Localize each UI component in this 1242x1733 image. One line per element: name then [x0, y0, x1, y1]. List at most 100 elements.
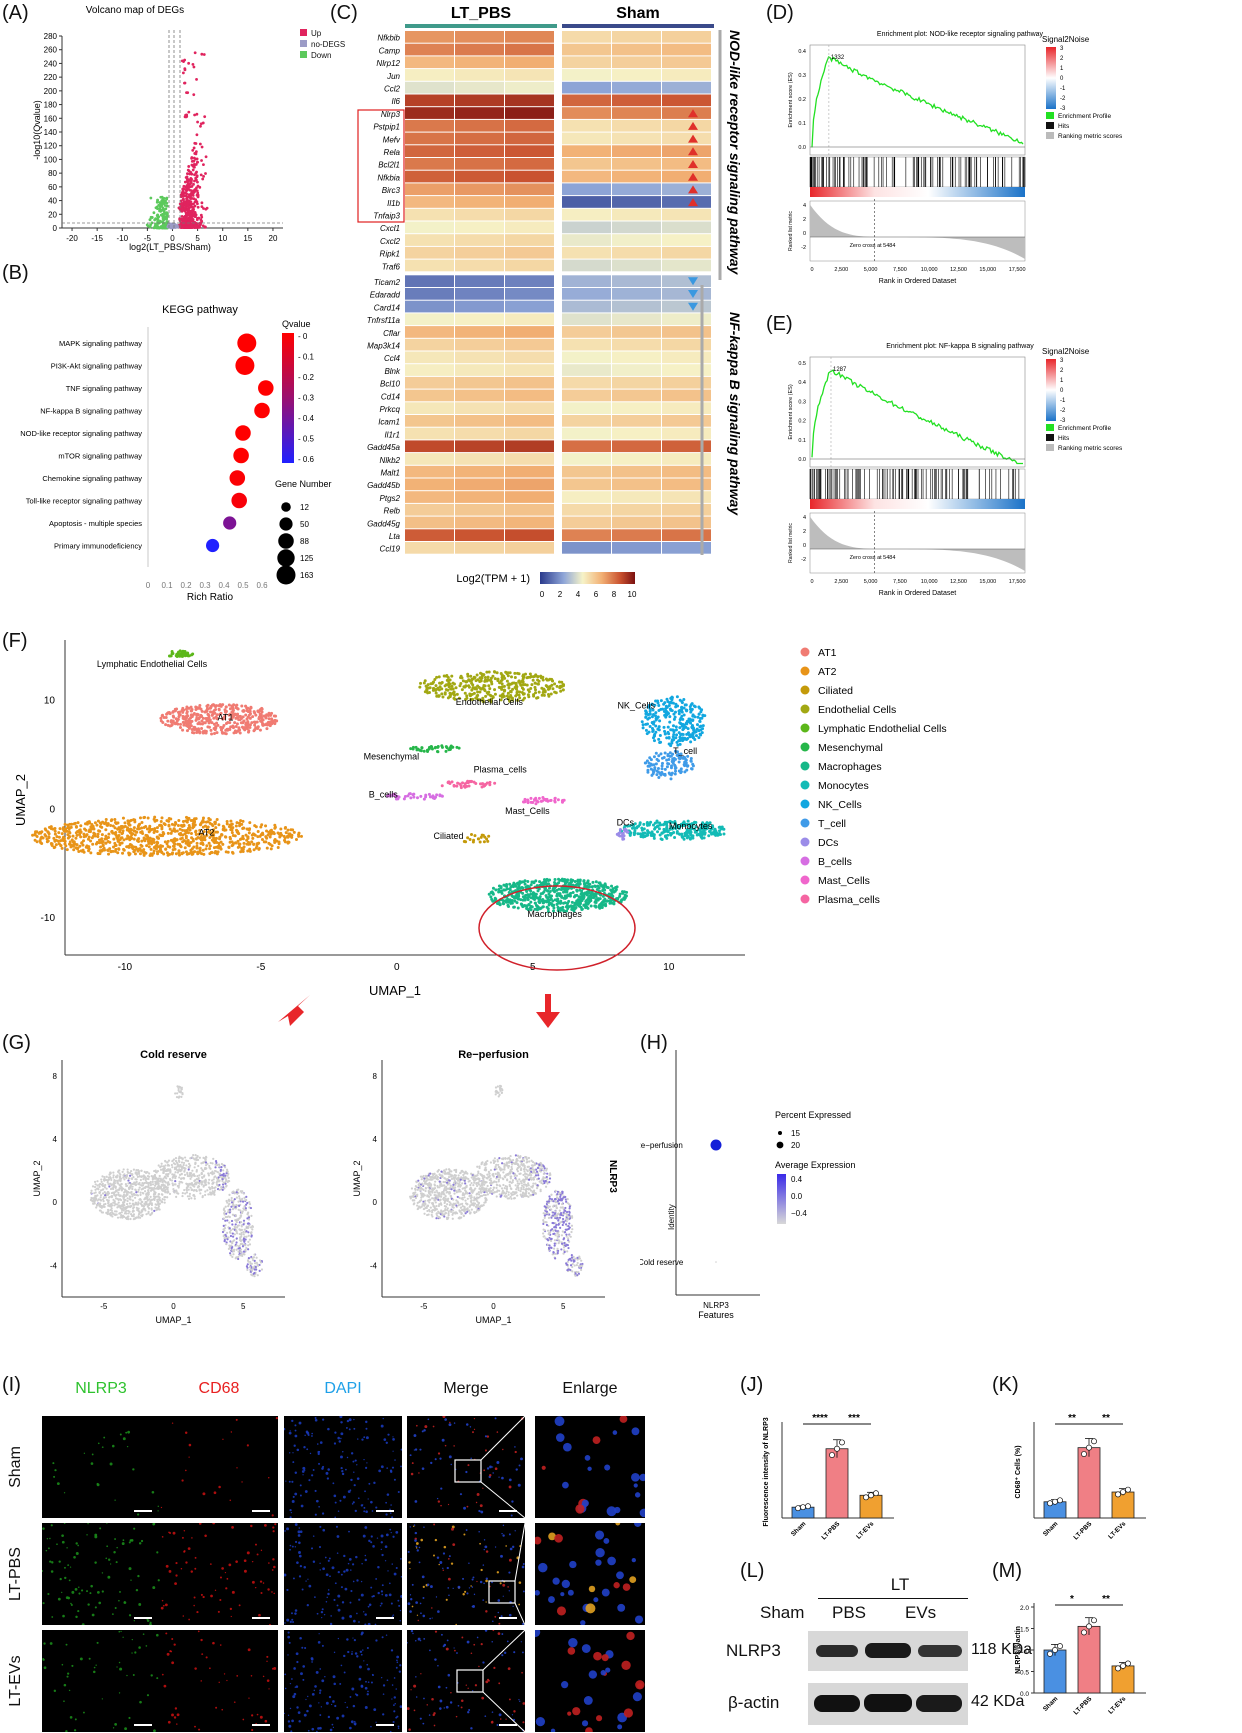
- umap-cell-point: [555, 902, 559, 906]
- umap-cell-point: [487, 670, 491, 674]
- umap-cell-point: [150, 852, 154, 856]
- umap-cell-point: [126, 834, 130, 838]
- umap-cell-point: [488, 783, 492, 787]
- umap-cell-point: [419, 681, 423, 685]
- feature-umap-point: [132, 1213, 136, 1216]
- umap-cell-point: [182, 708, 186, 712]
- umap-cell-point: [509, 694, 513, 698]
- heatmap-cell: [455, 158, 504, 170]
- heatmap-cell: [612, 56, 661, 69]
- umap-cell-point: [70, 838, 74, 842]
- heatmap-cell: [405, 389, 454, 402]
- umap-cell-point: [675, 733, 679, 737]
- volcano-ytick: 200: [44, 87, 58, 96]
- volcano-point-down: [161, 217, 165, 221]
- heatmap-cell: [455, 43, 504, 56]
- umap-cell-point: [187, 706, 191, 710]
- umap-cell-point: [534, 802, 538, 806]
- umap-cell-point: [502, 902, 506, 906]
- gene-number-dot: [281, 502, 291, 512]
- umap-cell-point: [533, 901, 537, 905]
- heatmap-cell: [405, 313, 454, 326]
- up-triangle-icon: [688, 147, 698, 156]
- gsea-xtick: 10,000: [921, 267, 938, 273]
- umap-cell-point: [159, 820, 163, 824]
- umap-cell-point: [671, 735, 675, 739]
- umap-cell-point: [169, 838, 173, 842]
- umap-cell-point: [530, 880, 534, 884]
- kegg-pathway-label: Primary immunodeficiency: [54, 542, 142, 551]
- umap-cell-point: [553, 800, 557, 804]
- umap-cell-point: [107, 852, 111, 856]
- umap-cell-point: [654, 762, 658, 766]
- umap-cell-point: [545, 685, 549, 689]
- umap-cell-point: [479, 676, 483, 680]
- umap-cell-point: [260, 823, 264, 827]
- feature-umap-point: [135, 1173, 139, 1176]
- umap-cell-point: [582, 893, 586, 897]
- volcano-point-up: [191, 168, 195, 172]
- umap-cell-point: [450, 780, 454, 784]
- umap-cell-point: [656, 715, 660, 719]
- umap-cell-point: [54, 843, 58, 847]
- umap-cell-point: [217, 823, 221, 827]
- umap-cell-point: [287, 832, 291, 836]
- umap-cell-point: [673, 835, 677, 839]
- umap-cell-point: [575, 888, 579, 892]
- umap-cell-point: [487, 690, 491, 694]
- umap-cell-point: [208, 720, 212, 724]
- umap-cell-point: [665, 826, 669, 830]
- umap-legend-dot: [800, 875, 810, 885]
- umap-cell-point: [128, 823, 132, 827]
- umap-cell-point: [99, 845, 103, 849]
- umap-cell-point: [89, 825, 93, 829]
- umap-cell-point: [195, 844, 199, 848]
- umap-cell-point: [63, 839, 67, 843]
- heatmap-cell: [455, 415, 504, 427]
- gene-number-dot: [276, 565, 296, 585]
- umap-cell-point: [132, 826, 136, 830]
- umap-legend-dot: [800, 647, 810, 657]
- feature-umap-point: [99, 1209, 102, 1212]
- volcano-point-up: [187, 222, 190, 225]
- gene-number-dot: [277, 549, 295, 567]
- umap-cell-point: [203, 721, 207, 725]
- umap-cell-point: [50, 843, 54, 847]
- umap-cluster-label: Plasma_cells: [474, 765, 528, 775]
- heatmap-cell: [505, 465, 554, 478]
- volcano-point-up: [193, 51, 197, 55]
- umap-cell-point: [177, 715, 181, 719]
- volcano-point-up: [190, 172, 194, 176]
- umap-cell-point: [57, 835, 61, 839]
- umap-cell-point: [699, 823, 703, 827]
- gsea-legend-label: Hits: [1058, 123, 1070, 130]
- volcano-point-down: [157, 226, 161, 230]
- umap-cell-point: [663, 751, 667, 755]
- umap-cell-point: [500, 891, 504, 895]
- umap-cell-point: [206, 725, 210, 729]
- heatmap-cell: [562, 94, 611, 107]
- umap-cell-point: [195, 716, 199, 720]
- umap-cell-point: [700, 716, 704, 720]
- volcano-xtick: -5: [144, 234, 152, 243]
- umap-cell-point: [547, 886, 551, 890]
- umap-cell-point: [241, 715, 245, 719]
- gsea-xtick: 7,500: [893, 579, 907, 585]
- umap-cell-point: [680, 834, 684, 838]
- umap-cell-point: [618, 827, 622, 831]
- heatmap-cell: [455, 313, 504, 326]
- volcano-point-up: [192, 162, 196, 166]
- umap-cell-point: [190, 727, 194, 731]
- umap-cell-point: [256, 835, 260, 839]
- heat-colorbar-title: Log2(TPM + 1): [456, 573, 530, 585]
- volcano-point-up: [182, 184, 186, 188]
- umap-cell-point: [420, 746, 424, 750]
- umap-cell-point: [215, 717, 219, 721]
- gsea-xtick: 0: [810, 579, 813, 585]
- umap-cell-point: [699, 830, 703, 834]
- volcano-point-up: [199, 124, 202, 128]
- kegg-dot: [237, 333, 257, 353]
- umap-cell-point: [666, 753, 670, 757]
- umap-cell-point: [684, 830, 688, 834]
- umap-cell-point: [160, 827, 164, 831]
